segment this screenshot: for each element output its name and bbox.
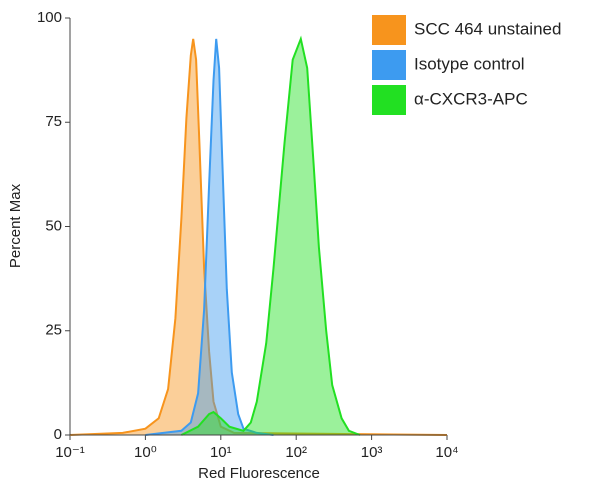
x-tick-label: 10⁻¹ (55, 444, 85, 461)
legend-text: α-CXCR3-APC (414, 89, 528, 108)
y-axis-label: Percent Max (7, 183, 24, 268)
y-tick-label: 100 (37, 9, 62, 26)
legend-swatch (372, 50, 406, 80)
histogram-area (145, 38, 274, 436)
histogram-area (69, 38, 448, 436)
x-tick-label: 10³ (361, 444, 383, 461)
legend-text: Isotype control (414, 54, 525, 73)
x-tick-label: 10⁴ (435, 444, 458, 461)
x-axis-label: Red Fluorescence (198, 465, 320, 482)
histogram-area (180, 35, 361, 436)
legend-swatch (372, 15, 406, 45)
x-tick-label: 10⁰ (134, 444, 157, 461)
y-tick-label: 0 (54, 426, 62, 443)
x-tick-label: 10¹ (210, 444, 232, 461)
y-tick-label: 50 (45, 217, 62, 234)
x-tick-label: 10² (285, 444, 307, 461)
y-tick-label: 25 (45, 322, 62, 339)
legend-swatch (372, 85, 406, 115)
legend-text: SCC 464 unstained (414, 19, 561, 38)
y-tick-label: 75 (45, 113, 62, 130)
